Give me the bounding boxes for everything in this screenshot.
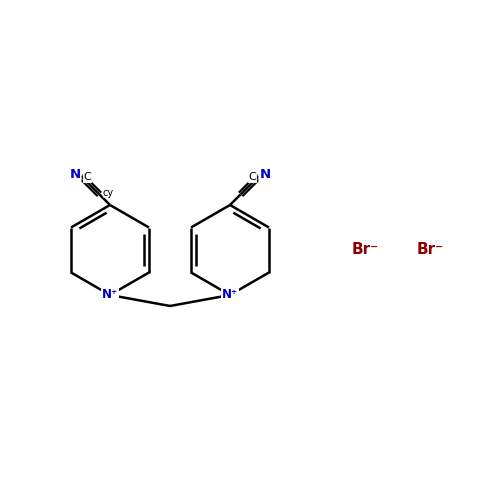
Text: cy: cy <box>103 188 114 198</box>
Text: C: C <box>84 172 92 182</box>
Text: N⁺: N⁺ <box>222 288 238 302</box>
Text: N⁺: N⁺ <box>102 288 118 302</box>
Text: C: C <box>248 172 256 182</box>
Text: N: N <box>70 168 80 180</box>
Text: Br⁻: Br⁻ <box>416 242 444 258</box>
Text: N: N <box>260 168 270 180</box>
Text: Br⁻: Br⁻ <box>352 242 378 258</box>
